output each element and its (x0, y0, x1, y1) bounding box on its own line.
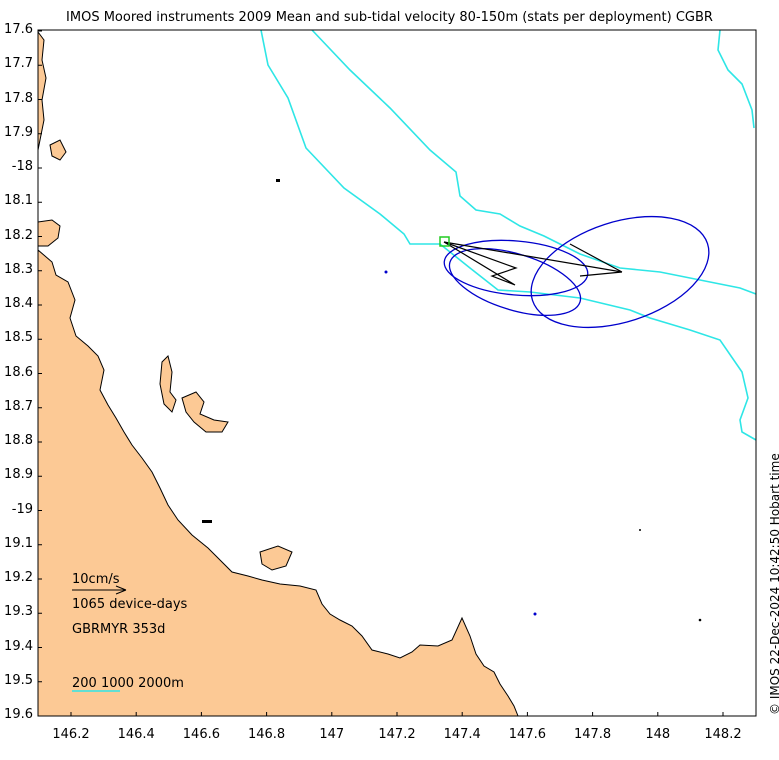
copyright-timestamp: © IMOS 22-Dec-2024 10:42:50 Hobart time (768, 453, 779, 715)
isobath-1000m (311, 29, 757, 295)
station-dot (698, 618, 702, 622)
subtidal-velocity-arrow (443, 241, 518, 286)
station-dot (533, 612, 537, 616)
y-tick-label: 18.7 (4, 398, 33, 414)
y-tick-label: 18.9 (4, 467, 33, 483)
velocity-arrows (443, 241, 623, 286)
y-axis-ticks (38, 30, 42, 717)
ellipse-large (530, 215, 710, 329)
scale-label: 10cm/s (72, 572, 120, 587)
land-north-coast (37, 30, 47, 151)
mooring-site-marker (439, 236, 450, 247)
x-tick-label: 148 (645, 727, 671, 742)
x-tick-label: 147 (319, 727, 345, 742)
y-tick-label: -18 (11, 159, 33, 174)
site-label: GBRMYR 353d (72, 622, 166, 637)
x-tick-label: 147.6 (508, 727, 546, 742)
y-tick-label: 18.2 (4, 227, 33, 243)
y-tick-label: 17.6 (4, 22, 33, 37)
velocity-ellipses (443, 215, 710, 329)
y-tick-label: 19.1 (4, 535, 33, 551)
x-tick-label: 146.4 (117, 727, 155, 742)
station-dots (384, 270, 702, 622)
legend-graphics (72, 585, 127, 692)
island-magnetic (181, 391, 229, 433)
scale-arrow (72, 585, 127, 595)
y-tick-label: 17.8 (4, 90, 33, 106)
land-mainland (37, 248, 519, 717)
map-title: IMOS Moored instruments 2009 Mean and su… (66, 10, 713, 25)
device-days-label: 1065 device-days (72, 597, 188, 612)
x-tick-label: 146.8 (247, 727, 286, 742)
x-tick-label: 147.2 (378, 727, 416, 742)
y-tick-label: 19.6 (4, 707, 33, 722)
y-tick-label: 19.4 (4, 638, 33, 654)
y-tick-label: 17.7 (4, 56, 33, 72)
island-palm (49, 139, 67, 161)
y-tick-label: 18.4 (4, 296, 33, 311)
isobath-legend-label: 200 1000 2000m (72, 676, 184, 691)
ellipse-mid (443, 239, 589, 297)
y-tick-label: 17.9 (4, 124, 33, 140)
island-small (202, 520, 212, 523)
mean-velocity-arrow (443, 241, 623, 277)
x-axis-ticks (70, 712, 724, 716)
y-tick-label: 19.2 (4, 570, 33, 585)
x-tick-label: 146.2 (52, 727, 90, 742)
y-tick-label: 19.5 (4, 672, 33, 688)
y-tick-label: 18.1 (4, 193, 33, 209)
island-cape-cleveland (259, 545, 293, 571)
y-tick-label: -19 (11, 501, 33, 517)
isobath-2000m (717, 29, 755, 129)
y-tick-label: 18.6 (4, 364, 33, 380)
island-orpheus (159, 355, 177, 413)
y-tick-label: 18.3 (4, 261, 33, 277)
x-tick-label: 148.2 (704, 727, 742, 742)
x-tick-label: 147.8 (573, 727, 612, 742)
station-dot (384, 270, 388, 274)
y-tick-label: 18.8 (4, 433, 33, 448)
y-tick-label: 19.3 (4, 604, 33, 620)
isobath-contours (260, 29, 757, 441)
island-hinchinbrook (37, 219, 61, 247)
island-small (276, 179, 280, 182)
isobath-200m (260, 29, 757, 441)
x-tick-label: 146.6 (182, 727, 220, 742)
x-tick-label: 147.4 (443, 727, 481, 742)
station-dot (639, 529, 641, 531)
y-tick-label: 18.5 (4, 330, 33, 346)
